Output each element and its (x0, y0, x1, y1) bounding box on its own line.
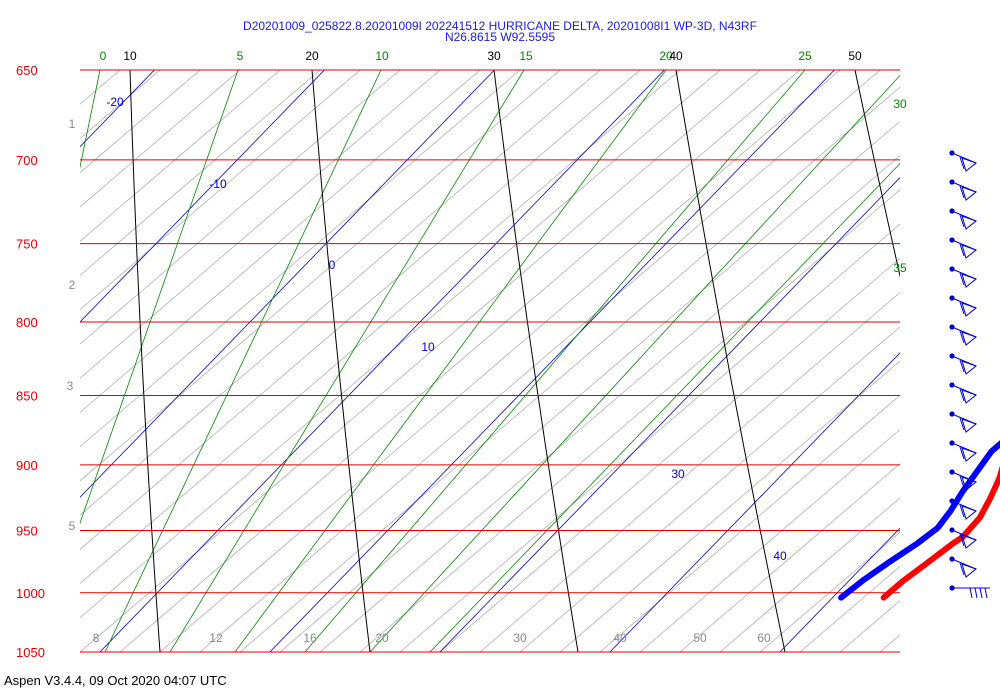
isotherm (610, 70, 1000, 652)
dry-adiabat (130, 70, 160, 652)
isotherm-label: 30 (671, 467, 685, 481)
moist-adiabat (320, 70, 1000, 652)
wind-barb (949, 295, 976, 316)
wind-barb (949, 324, 976, 345)
bottom-scale-label: 8 (93, 631, 100, 645)
dry-adiabat-label: 50 (848, 49, 862, 63)
mixing-ratio-line (430, 70, 990, 652)
mixing-ratio-label: 15 (519, 49, 533, 63)
dry-adiabat (494, 70, 578, 652)
dry-adiabat-lines (130, 70, 990, 652)
isotherm-label: 40 (773, 549, 787, 563)
dry-adiabat-label: 30 (487, 49, 501, 63)
moist-adiabat (80, 70, 760, 652)
moist-adiabat (160, 70, 840, 652)
mixing-ratio-line (0, 70, 100, 652)
wind-barb (949, 208, 976, 229)
mixing-ratio-label: 10 (375, 49, 389, 63)
isotherm (950, 70, 1000, 652)
bottom-scale-label: 12 (209, 631, 223, 645)
isotherm-label: 10 (421, 340, 435, 354)
pressure-tick-label: 950 (16, 524, 38, 539)
mixing-ratio-label: 5 (237, 49, 244, 63)
wind-barb (949, 382, 976, 403)
bottom-scale-label: 50 (693, 631, 707, 645)
dewpoint-profile (841, 165, 1000, 597)
moist-adiabat-lines (0, 70, 1000, 652)
pressure-tick-label: 650 (16, 63, 38, 78)
bottom-scale-label: 20 (375, 631, 389, 645)
mixing-ratio-label: 25 (798, 49, 812, 63)
mixing-ratio-line (170, 70, 524, 652)
mixing-ratio-lines (0, 70, 990, 652)
bottom-scale-label: 60 (757, 631, 771, 645)
moist-adiabat (0, 70, 80, 652)
dry-adiabat-label: 10 (123, 49, 137, 63)
isotherm-label: -20 (106, 95, 124, 109)
left-scale-label: 5 (69, 519, 76, 533)
wind-barb (949, 237, 976, 258)
moist-adiabat (120, 70, 800, 652)
pressure-tick-label: 700 (16, 153, 38, 168)
left-scale-label: 1 (69, 117, 76, 131)
pressure-tick-label: 1000 (16, 586, 45, 601)
wind-barb (949, 150, 976, 171)
moist-adiabat (0, 70, 560, 652)
moist-adiabat (200, 70, 880, 652)
wind-barb (949, 266, 976, 287)
wind-barb (949, 440, 976, 461)
footer-version: Aspen V3.4.4, 09 Oct 2020 04:07 UTC (4, 673, 227, 688)
temperature-profile (884, 165, 1000, 597)
wind-barb (949, 353, 976, 374)
wind-barb (949, 411, 976, 432)
isotherm (270, 70, 835, 652)
pressure-tick-label: 800 (16, 315, 38, 330)
moist-adiabat (0, 70, 320, 652)
dry-adiabat (312, 70, 370, 652)
isobar-lines (80, 70, 900, 652)
pressure-tick-label: 750 (16, 237, 38, 252)
pressure-tick-label: 1050 (16, 645, 45, 660)
pressure-tick-label: 900 (16, 458, 38, 473)
isotherm (440, 70, 1000, 652)
mixing-ratio-label: 35 (893, 261, 907, 275)
bottom-scale-label: 40 (613, 631, 627, 645)
moist-adiabat (360, 70, 1000, 652)
isotherm-label: 0 (329, 258, 336, 272)
mixing-ratio-label: 0 (100, 49, 107, 63)
left-scale-label: 3 (67, 379, 74, 393)
mixing-ratio-label: 30 (893, 97, 907, 111)
bottom-scale-label: 30 (513, 631, 527, 645)
wind-barb (949, 179, 976, 200)
grid-layer (0, 70, 1000, 652)
wind-barb (949, 585, 990, 598)
dry-adiabat-label: 20 (305, 49, 319, 63)
wind-barb (949, 556, 976, 577)
dry-adiabat-label: 40 (669, 49, 683, 63)
pressure-tick-label: 850 (16, 389, 38, 404)
isotherm-label: -10 (209, 177, 227, 191)
left-scale-label: 2 (69, 278, 76, 292)
moist-adiabat (0, 70, 640, 652)
bottom-scale-label: 16 (303, 631, 317, 645)
isotherm (0, 70, 324, 652)
mixing-ratio-line (35, 70, 238, 652)
